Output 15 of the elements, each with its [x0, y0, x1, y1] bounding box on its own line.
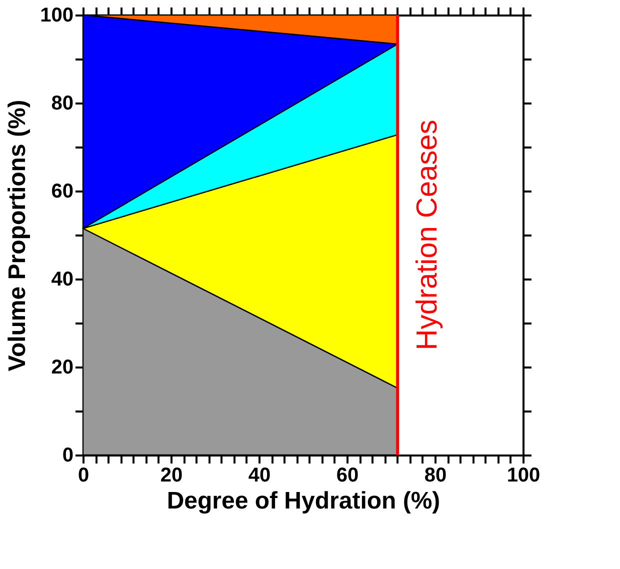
x-axis-title: Degree of Hydration (%): [166, 488, 440, 514]
x-tick-label: 20: [160, 464, 183, 486]
x-tick-label: 100: [506, 464, 540, 486]
y-tick-label: 40: [51, 268, 74, 290]
x-tick-label: 80: [424, 464, 447, 486]
x-tick-label: 0: [78, 464, 90, 486]
y-axis-title: Volume Proportions (%): [4, 100, 32, 372]
x-tick-label: 60: [336, 464, 359, 486]
y-tick-label: 100: [40, 4, 74, 26]
y-tick-label: 20: [51, 356, 74, 378]
y-tick-label: 80: [51, 92, 74, 114]
y-tick-label: 0: [62, 444, 74, 466]
y-tick-label: 60: [51, 180, 74, 202]
ref-line-label: Hydration Ceases: [412, 120, 444, 350]
x-tick-label: 40: [248, 464, 271, 486]
